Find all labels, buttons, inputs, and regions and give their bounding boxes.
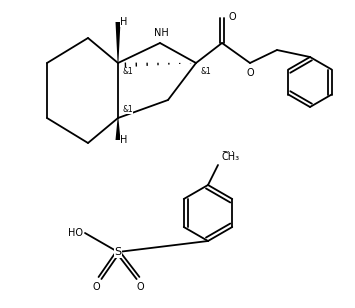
Text: O: O (246, 68, 254, 78)
Text: NH: NH (154, 28, 168, 38)
Polygon shape (115, 118, 120, 140)
Text: O: O (228, 12, 236, 22)
Text: &1: &1 (122, 67, 133, 76)
Text: &1: &1 (122, 105, 133, 114)
Text: CH₃: CH₃ (220, 151, 238, 161)
Text: H: H (120, 17, 128, 27)
Text: S: S (114, 247, 121, 257)
Text: &1: &1 (200, 67, 211, 76)
Text: O: O (92, 282, 100, 292)
Text: O: O (136, 282, 144, 292)
Text: CH₃: CH₃ (221, 152, 239, 162)
Text: HO: HO (68, 228, 83, 238)
Polygon shape (115, 22, 120, 63)
Text: H: H (120, 135, 128, 145)
